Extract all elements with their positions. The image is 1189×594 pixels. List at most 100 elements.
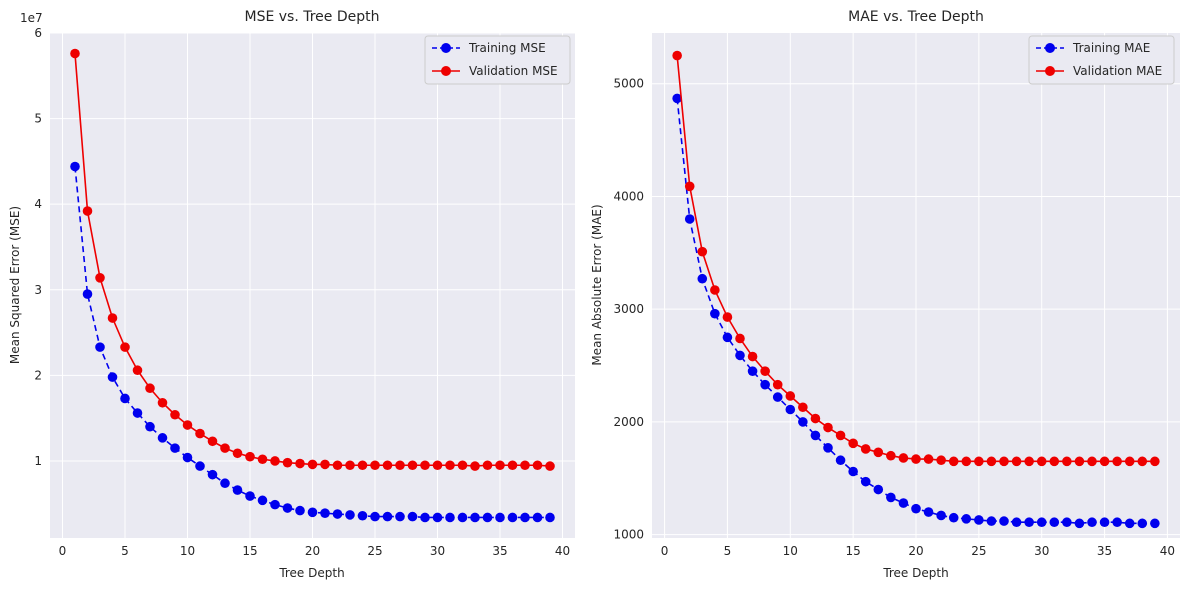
data-point	[710, 285, 720, 295]
data-point	[835, 455, 846, 466]
data-point	[545, 461, 555, 471]
data-point	[195, 428, 205, 439]
data-point	[332, 460, 343, 471]
data-point	[395, 511, 405, 522]
series-group-mse	[70, 48, 555, 523]
data-point	[495, 512, 505, 523]
x-tick-label: 30	[430, 544, 445, 558]
data-point	[470, 512, 480, 523]
data-point	[407, 460, 418, 471]
data-point	[1112, 456, 1122, 467]
data-point	[974, 515, 984, 525]
data-point	[307, 459, 318, 470]
data-point	[1150, 456, 1160, 467]
x-tick-label: 35	[1097, 544, 1112, 558]
data-point	[70, 48, 80, 59]
data-point	[1036, 517, 1047, 528]
data-point	[420, 460, 430, 471]
legend-label-validation-mse: Validation MSE	[469, 64, 558, 78]
data-point	[810, 413, 821, 424]
data-point	[145, 421, 155, 432]
data-point	[545, 512, 555, 523]
data-point	[923, 454, 934, 464]
data-point	[132, 408, 143, 418]
y-tick-label: 1000	[613, 528, 644, 542]
data-point	[1099, 456, 1110, 467]
x-tick-label: 5	[121, 544, 129, 558]
data-point	[457, 512, 468, 523]
data-point	[220, 478, 230, 489]
data-point	[974, 456, 984, 467]
data-point	[345, 510, 355, 520]
data-point	[220, 443, 230, 453]
data-point	[432, 512, 443, 523]
data-point	[772, 379, 783, 390]
data-point	[1062, 456, 1072, 467]
y-tick-label: 5	[34, 112, 42, 126]
data-point	[1150, 518, 1160, 529]
data-point	[1087, 517, 1097, 528]
x-tick-label: 20	[908, 544, 923, 558]
data-point	[482, 512, 493, 523]
chart-title-mae: MAE vs. Tree Depth	[848, 9, 984, 25]
data-point	[70, 161, 80, 172]
data-point	[1112, 517, 1122, 528]
data-point	[332, 509, 343, 519]
data-point	[1062, 517, 1072, 528]
y-axis-label-mse: Mean Squared Error (MSE)	[8, 206, 22, 364]
data-point	[886, 450, 896, 461]
data-point	[1087, 456, 1097, 467]
data-point	[507, 512, 518, 523]
data-point	[320, 508, 330, 518]
data-point	[532, 460, 543, 471]
data-point	[785, 404, 796, 415]
data-point	[457, 460, 468, 471]
data-point	[911, 454, 921, 464]
x-tick-label: 0	[59, 544, 67, 558]
legend-mse: Training MSE Validation MSE	[424, 35, 571, 85]
data-point	[948, 512, 959, 523]
data-point	[672, 93, 682, 104]
data-point	[295, 505, 305, 516]
data-point	[911, 503, 921, 514]
x-tick-label: 20	[305, 544, 320, 558]
x-tick-label: 35	[492, 544, 507, 558]
data-point	[207, 436, 218, 447]
data-point	[747, 366, 758, 376]
data-point	[1099, 517, 1110, 528]
data-point	[132, 365, 143, 376]
x-tick-label: 25	[971, 544, 986, 558]
data-point	[370, 511, 380, 522]
offset-text-mse: 1e7	[20, 11, 43, 25]
x-tick-label: 40	[1160, 544, 1175, 558]
data-point	[722, 332, 733, 343]
data-point	[1074, 518, 1085, 529]
data-point	[722, 312, 733, 322]
x-axis-label-mse: Tree Depth	[278, 566, 344, 580]
data-point	[898, 498, 909, 508]
series-mae-training	[672, 93, 1160, 529]
x-tick-label: 25	[367, 544, 382, 558]
data-point	[961, 456, 972, 467]
data-point	[760, 379, 770, 390]
data-point	[999, 456, 1009, 467]
x-tick-label: 10	[783, 544, 798, 558]
data-point	[257, 454, 268, 465]
data-point	[170, 443, 180, 453]
series-group-mae	[672, 50, 1160, 529]
data-point	[760, 366, 770, 376]
data-point	[445, 512, 455, 523]
y-tick-label: 2	[34, 368, 42, 382]
data-point	[232, 448, 243, 459]
data-point	[684, 181, 695, 192]
data-point	[370, 460, 380, 471]
x-axis-label-mae: Tree Depth	[882, 566, 948, 580]
data-point	[270, 499, 280, 510]
data-point	[345, 460, 355, 471]
data-point	[270, 456, 280, 466]
legend-label-training-mse: Training MSE	[468, 41, 546, 55]
legend-mae: Training MAE Validation MAE	[1028, 35, 1175, 85]
data-point	[873, 447, 884, 458]
data-point	[282, 457, 293, 468]
data-point	[798, 402, 808, 413]
